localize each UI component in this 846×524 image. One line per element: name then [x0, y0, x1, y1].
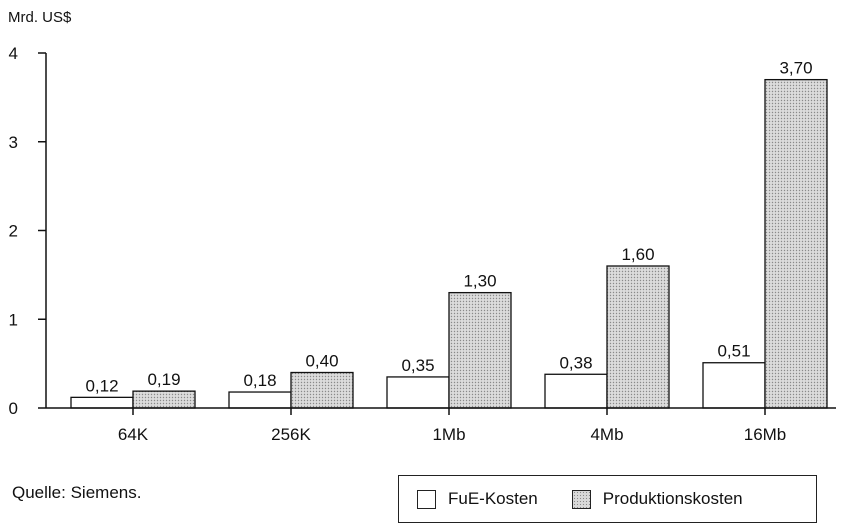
bar-produktionskosten-64k — [132, 390, 196, 409]
y-tick-label: 3 — [9, 133, 18, 152]
legend-label-fue-kosten: FuE-Kosten — [448, 489, 538, 508]
data-label-fue-kosten-1mb: 0,35 — [401, 356, 434, 375]
x-tick-label-16mb: 16Mb — [744, 425, 787, 444]
bar-produktionskosten-256k — [290, 371, 354, 409]
data-label-produktionskosten-4mb: 1,60 — [621, 245, 654, 264]
legend-swatch-fue-kosten — [417, 489, 436, 509]
bar-fue-kosten-256k — [228, 391, 292, 409]
y-tick-label: 1 — [9, 310, 18, 329]
data-label-produktionskosten-64k: 0,19 — [147, 370, 180, 389]
bar-fue-kosten-16mb — [702, 362, 766, 409]
bar-chart: Mrd. US$ 0 1 2 3 4 0,12 0,19 0,18 0,40 0,35 1,30 0… — [8, 9, 836, 444]
bar-produktionskosten-16mb — [764, 78, 828, 409]
legend-item-produktionskosten: Produktionskosten — [571, 489, 743, 509]
bar-fue-kosten-1mb — [386, 376, 450, 409]
data-label-produktionskosten-16mb: 3,70 — [779, 59, 812, 78]
bar-fue-kosten-64k — [70, 396, 134, 409]
y-axis-title: Mrd. US$ — [8, 9, 72, 26]
x-tick-label-4mb: 4Mb — [590, 425, 623, 444]
y-tick-label: 0 — [9, 399, 18, 418]
y-tick-label: 4 — [9, 44, 18, 63]
bar-fue-kosten-4mb — [544, 373, 608, 409]
legend: FuE-Kosten Produktionskosten — [398, 475, 817, 523]
legend-item-fue-kosten: FuE-Kosten — [417, 489, 538, 509]
bar-produktionskosten-4mb — [606, 265, 670, 409]
data-label-fue-kosten-64k: 0,12 — [85, 376, 118, 395]
data-label-produktionskosten-256k: 0,40 — [305, 352, 338, 371]
legend-swatch-produktionskosten — [571, 489, 591, 509]
legend-label-produktionskosten: Produktionskosten — [602, 489, 743, 508]
source-note: Quelle: Siemens. — [12, 483, 142, 502]
x-tick-label-1mb: 1Mb — [432, 425, 465, 444]
bar-produktionskosten-1mb — [448, 291, 512, 409]
data-label-fue-kosten-16mb: 0,51 — [717, 342, 750, 361]
data-label-fue-kosten-4mb: 0,38 — [559, 353, 592, 372]
y-tick-label: 2 — [9, 222, 18, 241]
data-label-produktionskosten-1mb: 1,30 — [463, 272, 496, 291]
x-tick-label-256k: 256K — [271, 425, 311, 444]
x-tick-label-64k: 64K — [118, 425, 149, 444]
data-label-fue-kosten-256k: 0,18 — [243, 371, 276, 390]
